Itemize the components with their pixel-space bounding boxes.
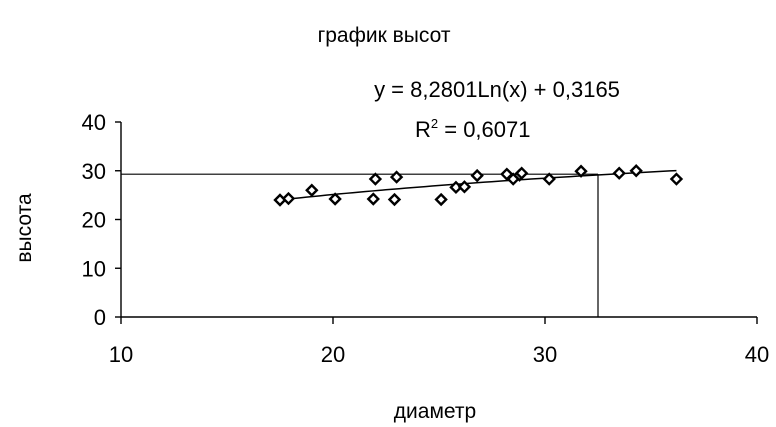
- y-tick-label: 40: [82, 110, 106, 135]
- data-point: [281, 191, 296, 206]
- data-point: [542, 172, 556, 186]
- trendline: [279, 169, 677, 201]
- data-points: [273, 164, 684, 207]
- chart-title: график высот: [318, 24, 451, 47]
- trendline-equation: y = 8,2801Ln(x) + 0,3165: [374, 77, 620, 102]
- r-squared-label: R2 = 0,6071: [415, 116, 531, 142]
- data-point: [434, 192, 448, 207]
- data-point: [328, 192, 342, 206]
- y-tick-label: 30: [82, 159, 106, 184]
- y-tick-label: 20: [82, 208, 106, 233]
- y-tick-label: 0: [94, 305, 106, 330]
- x-tick-label: 30: [533, 342, 557, 367]
- y-tick-label: 10: [82, 256, 106, 281]
- r-squared-superscript: 2: [431, 116, 438, 131]
- data-point: [669, 172, 684, 186]
- x-tick-label: 20: [321, 342, 345, 367]
- data-point: [368, 172, 383, 186]
- data-point: [457, 180, 472, 194]
- data-point: [612, 166, 626, 180]
- data-point: [470, 168, 484, 183]
- x-tick-label: 40: [745, 342, 769, 367]
- x-axis-label: диаметр: [394, 400, 476, 423]
- x-tick-label: 10: [109, 342, 133, 367]
- data-point: [387, 192, 402, 207]
- data-point: [629, 164, 643, 178]
- r-squared-value: = 0,6071: [438, 117, 530, 142]
- data-point: [574, 164, 588, 178]
- data-point: [305, 183, 319, 197]
- data-point: [366, 192, 380, 206]
- x-axis-ticks: 10 20 30 40: [109, 317, 769, 367]
- y-axis-label: высота: [13, 193, 36, 263]
- y-axis-ticks: 0 10 20 30 40: [82, 110, 121, 330]
- data-point: [389, 170, 404, 184]
- data-point: [514, 166, 529, 180]
- r-squared-prefix: R: [415, 117, 431, 142]
